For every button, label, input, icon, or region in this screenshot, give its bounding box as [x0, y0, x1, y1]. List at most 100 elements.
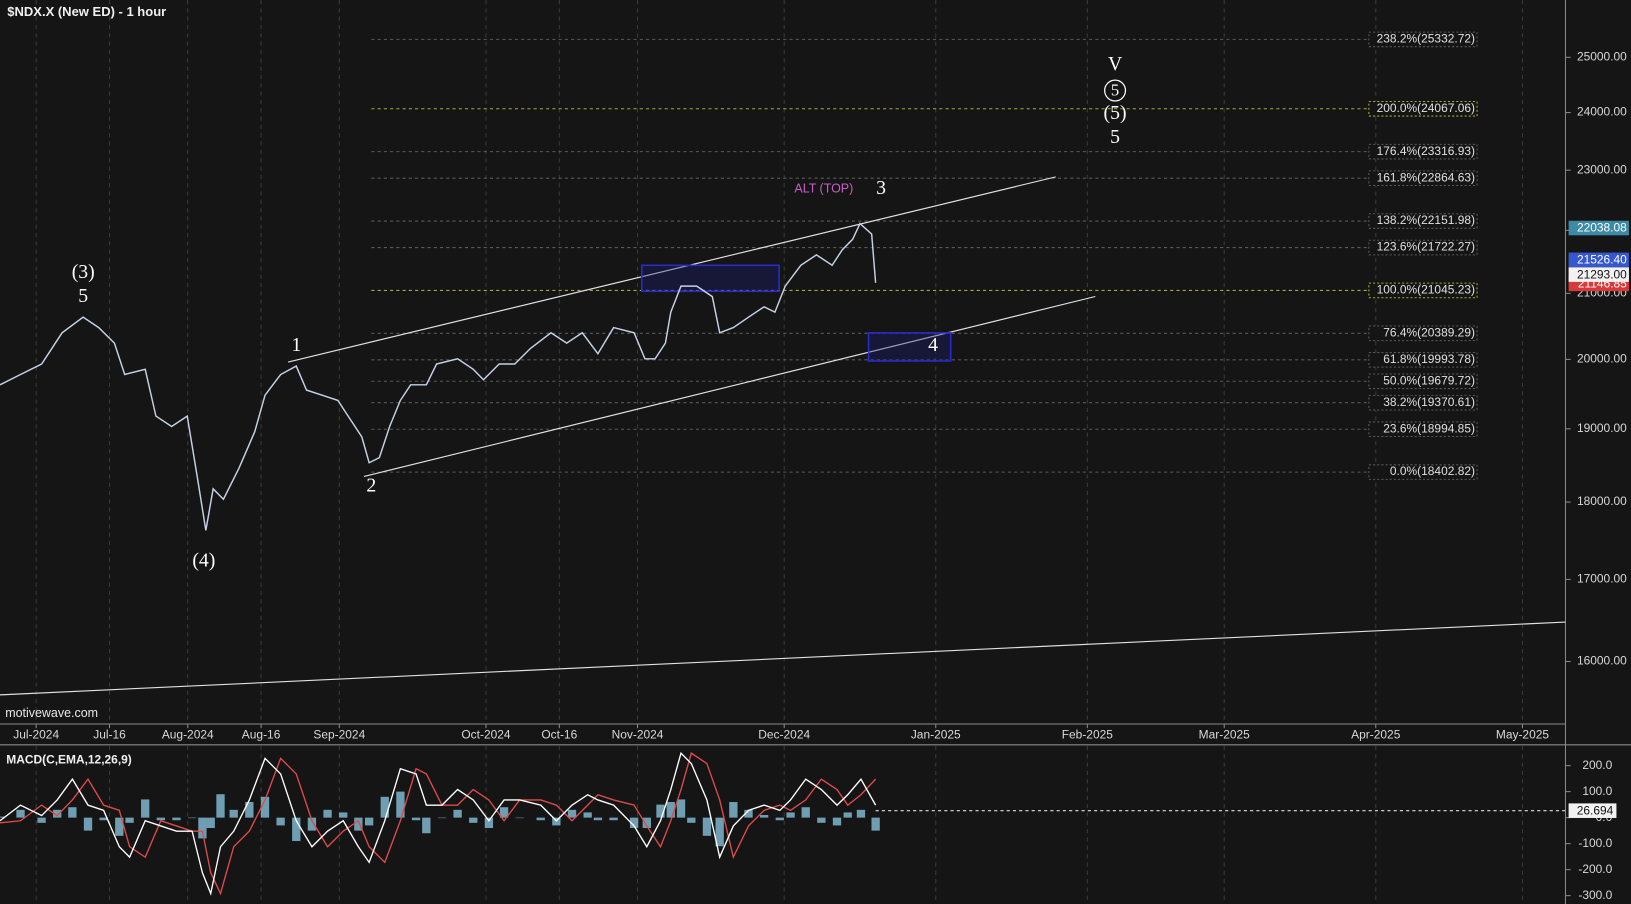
fib-label-box: [1368, 31, 1478, 48]
fib-label: 23.6%(18994.85): [1383, 421, 1475, 435]
histogram-bar: [68, 807, 77, 818]
y-tick-label: -300.0: [1578, 888, 1612, 902]
histogram-bar: [396, 791, 405, 818]
price-label: 21526.40: [1577, 253, 1627, 267]
fib-label-box: [1368, 213, 1478, 229]
target-box: [867, 332, 952, 362]
histogram-bar: [801, 807, 810, 818]
fib-label: 238.2%(25332.72): [1377, 32, 1475, 46]
histogram-bar: [515, 817, 524, 819]
price-label: 21293.00: [1577, 267, 1627, 281]
histogram-bar: [687, 817, 696, 823]
histogram-bar: [453, 809, 462, 818]
histogram-bar: [339, 812, 348, 818]
histogram-bar: [759, 815, 769, 818]
histogram-bar: [364, 817, 374, 826]
y-tick-label: 25000.00: [1577, 49, 1627, 63]
fib-label: 76.4%(20389.29): [1383, 325, 1475, 339]
histogram-bar: [380, 796, 389, 818]
fib-label-box: [1368, 394, 1478, 411]
histogram-bar: [307, 817, 317, 831]
histogram-bar: [629, 817, 639, 829]
histogram-bar: [187, 817, 197, 819]
histogram-bar: [0, 816, 5, 818]
fib-label-box: [1368, 464, 1478, 480]
y-tick-label: 200.0: [1582, 758, 1612, 772]
y-tick-label: -100.0: [1578, 836, 1612, 850]
histogram-bar: [323, 809, 332, 818]
fib-label-box: [1368, 325, 1478, 342]
histogram-bar: [775, 817, 784, 821]
fib-label-box: [1368, 282, 1478, 299]
wave-circle: [1104, 79, 1127, 102]
histogram-bar: [198, 817, 207, 839]
wave-label: 4: [928, 334, 938, 356]
histogram-bar: [229, 809, 238, 818]
histogram-bar: [536, 817, 545, 821]
y-tick-label: 100.0: [1582, 784, 1612, 798]
x-tick-label: Mar-2025: [1199, 728, 1251, 742]
y-tick-label: 23000.00: [1577, 162, 1627, 176]
fib-label-box: [1368, 239, 1478, 256]
y-tick-label: 19000.00: [1577, 421, 1627, 435]
wave-label: (4): [192, 549, 215, 571]
x-tick-label: Aug-16: [242, 728, 281, 742]
histogram-bar: [744, 809, 753, 818]
fib-label: 123.6%(21722.27): [1377, 240, 1475, 254]
long-trendline: [0, 621, 1566, 696]
macd-line: [0, 751, 877, 896]
histogram-bar: [856, 809, 866, 818]
fib-label-box: [1368, 421, 1478, 438]
fib-label: 161.8%(22864.63): [1377, 170, 1475, 184]
y-tick-label: -200.0: [1578, 862, 1612, 876]
fib-label: 0.0%(18402.82): [1390, 464, 1475, 478]
macd-title: MACD(C,EMA,12,26,9): [6, 753, 132, 767]
y-tick-label: 24000.00: [1577, 105, 1627, 119]
x-tick-label: Feb-2025: [1062, 728, 1114, 742]
x-tick-label: Jan-2025: [911, 728, 961, 742]
fib-label: 100.0%(21045.23): [1377, 283, 1475, 297]
histogram-bar: [206, 817, 215, 829]
histogram-bar: [83, 817, 93, 831]
y-tick-label: 20000.00: [1577, 352, 1627, 366]
histogram-bar: [642, 817, 651, 829]
fib-label-box: [1368, 143, 1478, 160]
channel-upper: [287, 176, 1056, 363]
histogram-bar: [702, 817, 712, 836]
wave-label: (3): [72, 261, 95, 283]
wave-label: 1: [292, 334, 302, 356]
histogram-bar: [245, 802, 254, 818]
histogram-bar: [729, 802, 738, 818]
price-line: [0, 222, 877, 531]
histogram-bar: [499, 807, 509, 818]
alt-label: ALT (TOP): [794, 182, 853, 196]
x-tick-label: Dec-2024: [758, 728, 810, 742]
channel-lower: [363, 295, 1096, 477]
histogram-bar: [16, 809, 25, 818]
target-box: [641, 264, 780, 293]
histogram-bar: [422, 817, 431, 834]
fib-label: 61.8%(19993.78): [1383, 352, 1475, 366]
histogram-bar: [141, 799, 150, 818]
last-value-box: [1568, 803, 1617, 818]
histogram-bar: [156, 817, 166, 821]
histogram-bar: [354, 817, 363, 831]
histogram-bar: [53, 809, 62, 818]
fib-label: 50.0%(19679.72): [1383, 373, 1475, 387]
chart-title: $NDX.X (New ED) - 1 hour: [7, 4, 166, 19]
histogram-bar: [567, 809, 577, 818]
x-tick-label: Apr-2025: [1351, 728, 1401, 742]
histogram-bar: [484, 817, 494, 829]
wave-label: 2: [366, 474, 376, 496]
x-tick-label: Jul-2024: [13, 728, 59, 742]
histogram-bar: [115, 817, 124, 836]
x-tick-label: Aug-2024: [162, 728, 214, 742]
fib-label-box: [1368, 100, 1478, 117]
price-label-box: [1568, 252, 1629, 268]
x-tick-label: Jul-16: [93, 728, 126, 742]
x-tick-label: May-2025: [1496, 728, 1550, 742]
histogram-bar: [216, 794, 225, 818]
fib-label: 200.0%(24067.06): [1377, 101, 1475, 115]
histogram-bar: [871, 817, 880, 831]
